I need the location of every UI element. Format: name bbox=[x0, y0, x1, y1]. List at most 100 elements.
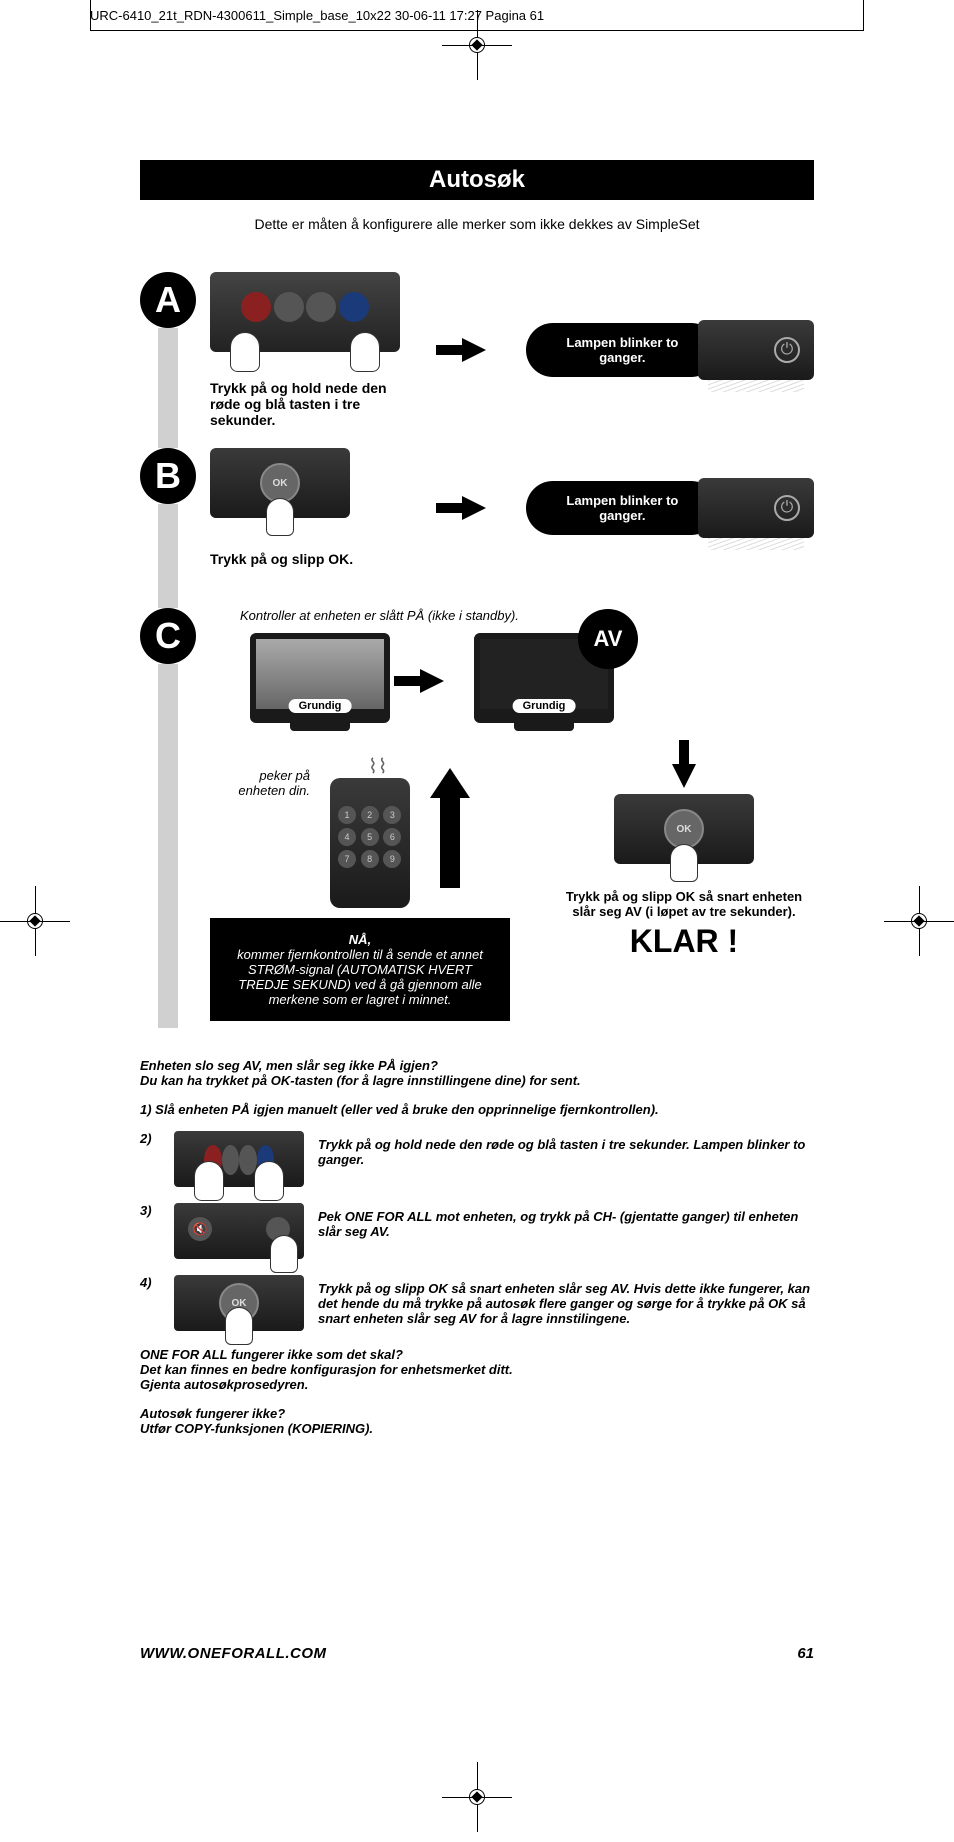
power-icon bbox=[774, 495, 800, 521]
tb-num: 4) bbox=[140, 1275, 160, 1290]
na-label: NÅ, bbox=[228, 932, 492, 947]
remote-key: 8 bbox=[361, 850, 379, 868]
tb-step-2: 2) Trykk på og hold nede den røde og blå… bbox=[140, 1131, 814, 1187]
peker-label: peker på enheten din. bbox=[210, 768, 310, 798]
registration-mark bbox=[904, 906, 934, 936]
page-title: Autosøk bbox=[140, 160, 814, 200]
remote-key: 6 bbox=[383, 828, 401, 846]
remote-key: 7 bbox=[338, 850, 356, 868]
step-connector bbox=[158, 664, 178, 1028]
page-number: 61 bbox=[797, 1645, 814, 1662]
remote-key: 2 bbox=[361, 806, 379, 824]
tv-brand-label: Grundig bbox=[289, 699, 352, 713]
lamp-bubble: Lampen blinker to ganger. bbox=[526, 323, 718, 377]
page: URC-6410_21t_RDN-4300611_Simple_base_10x… bbox=[0, 0, 954, 1842]
step-c-note: Kontroller at enheten er slått PÅ (ikke … bbox=[240, 608, 814, 623]
hand-icon bbox=[266, 498, 294, 536]
crop-line bbox=[863, 0, 864, 30]
klar-block: OK Trykk på og slipp OK så snart enheten… bbox=[554, 758, 814, 960]
blue-button-icon bbox=[339, 292, 369, 322]
tb-s4-text: Trykk på og slipp OK så snart enheten sl… bbox=[318, 1275, 814, 1326]
hand-icon bbox=[670, 844, 698, 882]
tb-step-4: 4) OK Trykk på og slipp OK så snart enhe… bbox=[140, 1275, 814, 1331]
arrow-right-icon bbox=[420, 669, 444, 693]
step-c: C Kontroller at enheten er slått PÅ (ikk… bbox=[140, 608, 814, 1028]
hand-icon bbox=[350, 332, 380, 372]
shadow-decoration bbox=[708, 380, 804, 392]
tb-q2-l3: Gjenta autosøkprosedyren. bbox=[140, 1377, 308, 1392]
instruction-text: kommer fjernkontrollen til å sende et an… bbox=[228, 947, 492, 1007]
remote-thumb bbox=[174, 1131, 304, 1187]
arrow-up-icon bbox=[430, 768, 470, 888]
tb-num: 3) bbox=[140, 1203, 160, 1218]
shadow-decoration bbox=[708, 538, 804, 550]
content-area: Autosøk Dette er måten å konfigurere all… bbox=[140, 160, 814, 1450]
button-icon bbox=[306, 292, 336, 322]
step-letter-badge: C bbox=[140, 608, 196, 664]
tb-q1-l1: Enheten slo seg AV, men slår seg ikke PÅ… bbox=[140, 1058, 438, 1073]
power-icon bbox=[774, 337, 800, 363]
remote-ok-illustration: OK bbox=[210, 448, 350, 518]
button-icon bbox=[222, 1145, 240, 1175]
button-icon bbox=[274, 292, 304, 322]
arrow-down-icon bbox=[672, 764, 696, 788]
mute-icon: 🔇 bbox=[188, 1217, 212, 1241]
ok-button-icon: OK bbox=[260, 463, 300, 503]
page-footer: WWW.ONEFORALL.COM 61 bbox=[140, 1645, 814, 1662]
tb-q1-l2: Du kan ha trykket på OK-tasten (for å la… bbox=[140, 1073, 581, 1088]
red-button-icon bbox=[241, 292, 271, 322]
tv-stand bbox=[514, 723, 574, 731]
step-letter-badge: B bbox=[140, 448, 196, 504]
tv-stand bbox=[290, 723, 350, 731]
step-b-caption: Trykk på og slipp OK. bbox=[210, 551, 412, 567]
ok-button-icon: OK bbox=[664, 809, 704, 849]
tv-illustration: Grundig bbox=[250, 633, 390, 723]
tv-brand-label: Grundig bbox=[513, 699, 576, 713]
klar-caption: Trykk på og slipp OK så snart enheten sl… bbox=[554, 889, 814, 919]
tb-s3-text: Pek ONE FOR ALL mot enheten, og trykk på… bbox=[318, 1203, 814, 1239]
device-illustration bbox=[698, 320, 814, 380]
tb-q3-l2: Utfør COPY-funksjonen (KOPIERING). bbox=[140, 1421, 373, 1436]
tb-num: 2) bbox=[140, 1131, 160, 1146]
remote-key: 3 bbox=[383, 806, 401, 824]
remote-key: 9 bbox=[383, 850, 401, 868]
step-a-caption: Trykk på og hold nede den røde og blå ta… bbox=[210, 380, 412, 428]
troubleshoot-section: Enheten slo seg AV, men slår seg ikke PÅ… bbox=[140, 1058, 814, 1436]
footer-url: WWW.ONEFORALL.COM bbox=[140, 1645, 327, 1662]
remote-key: 1 bbox=[338, 806, 356, 824]
registration-mark bbox=[462, 30, 492, 60]
remote-full-illustration: 1 2 3 4 5 6 7 8 9 bbox=[330, 778, 410, 908]
signal-icon: ⌇⌇ bbox=[368, 754, 388, 779]
registration-mark bbox=[20, 906, 50, 936]
tb-q2-l1: ONE FOR ALL fungerer ikke som det skal? bbox=[140, 1347, 403, 1362]
step-letter-badge: A bbox=[140, 272, 196, 328]
tb-q2-l2: Det kan finnes en bedre konfigurasjon fo… bbox=[140, 1362, 513, 1377]
remote-key: 4 bbox=[338, 828, 356, 846]
remote-key: 5 bbox=[361, 828, 379, 846]
tb-s1: 1) Slå enheten PÅ igjen manuelt (eller v… bbox=[140, 1102, 814, 1117]
remote-illustration bbox=[210, 272, 400, 352]
step-b: B OK Trykk på og slipp OK. Lampen blinke… bbox=[140, 448, 814, 588]
page-subtitle: Dette er måten å konfigurere alle merker… bbox=[140, 216, 814, 232]
crop-header-text: URC-6410_21t_RDN-4300611_Simple_base_10x… bbox=[90, 8, 544, 23]
crop-line bbox=[90, 0, 91, 30]
instruction-box: NÅ, kommer fjernkontrollen til å sende e… bbox=[210, 918, 510, 1021]
arrow-right-icon bbox=[462, 338, 486, 362]
av-badge: AV bbox=[578, 609, 638, 669]
step-connector bbox=[158, 504, 178, 608]
step-connector bbox=[158, 328, 178, 448]
device-illustration bbox=[698, 478, 814, 538]
tb-step-3: 3) 🔇 Pek ONE FOR ALL mot enheten, og try… bbox=[140, 1203, 814, 1259]
remote-thumb: 🔇 bbox=[174, 1203, 304, 1259]
hand-icon bbox=[270, 1235, 298, 1273]
hand-icon bbox=[254, 1161, 284, 1201]
tb-q3-l1: Autosøk fungerer ikke? bbox=[140, 1406, 285, 1421]
remote-thumb: OK bbox=[174, 1275, 304, 1331]
registration-mark bbox=[462, 1782, 492, 1812]
hand-icon bbox=[194, 1161, 224, 1201]
lamp-bubble: Lampen blinker to ganger. bbox=[526, 481, 718, 535]
tb-s2-text: Trykk på og hold nede den røde og blå ta… bbox=[318, 1131, 814, 1167]
step-a: A bbox=[140, 272, 814, 428]
klar-heading: KLAR ! bbox=[554, 923, 814, 960]
hand-icon bbox=[225, 1307, 253, 1345]
